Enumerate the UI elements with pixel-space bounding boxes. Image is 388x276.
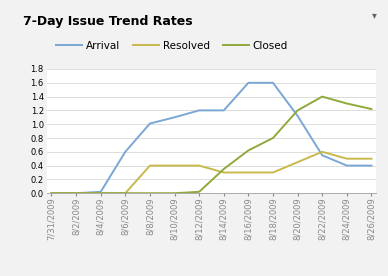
Closed (74, 192, 78, 195)
Closed (222, 167, 226, 171)
Arrival (222, 109, 226, 112)
Resolved (320, 150, 324, 153)
Arrival (49, 192, 54, 195)
Resolved (99, 192, 103, 195)
Line: Arrival: Arrival (52, 83, 371, 193)
Text: ▾: ▾ (371, 10, 376, 20)
Resolved (222, 171, 226, 174)
Arrival (271, 81, 275, 84)
Closed (369, 107, 374, 111)
Legend: Arrival, Resolved, Closed: Arrival, Resolved, Closed (52, 37, 292, 55)
Closed (147, 192, 152, 195)
Resolved (74, 192, 78, 195)
Resolved (271, 171, 275, 174)
Arrival (123, 150, 128, 153)
Closed (271, 136, 275, 140)
Closed (320, 95, 324, 98)
Resolved (345, 157, 349, 160)
Closed (246, 149, 251, 152)
Closed (123, 192, 128, 195)
Arrival (74, 192, 78, 195)
Resolved (49, 192, 54, 195)
Arrival (99, 190, 103, 193)
Arrival (295, 114, 300, 118)
Closed (49, 192, 54, 195)
Closed (197, 190, 201, 193)
Arrival (320, 153, 324, 157)
Closed (99, 192, 103, 195)
Arrival (147, 122, 152, 125)
Arrival (172, 116, 177, 119)
Arrival (197, 109, 201, 112)
Resolved (147, 164, 152, 167)
Resolved (172, 164, 177, 167)
Arrival (345, 164, 349, 167)
Line: Closed: Closed (52, 97, 371, 193)
Resolved (197, 164, 201, 167)
Resolved (123, 192, 128, 195)
Resolved (369, 157, 374, 160)
Closed (345, 102, 349, 105)
Closed (295, 109, 300, 112)
Arrival (246, 81, 251, 84)
Line: Resolved: Resolved (52, 152, 371, 193)
Closed (172, 192, 177, 195)
Arrival (369, 164, 374, 167)
Resolved (295, 161, 300, 164)
Text: 7-Day Issue Trend Rates: 7-Day Issue Trend Rates (23, 15, 193, 28)
Resolved (246, 171, 251, 174)
